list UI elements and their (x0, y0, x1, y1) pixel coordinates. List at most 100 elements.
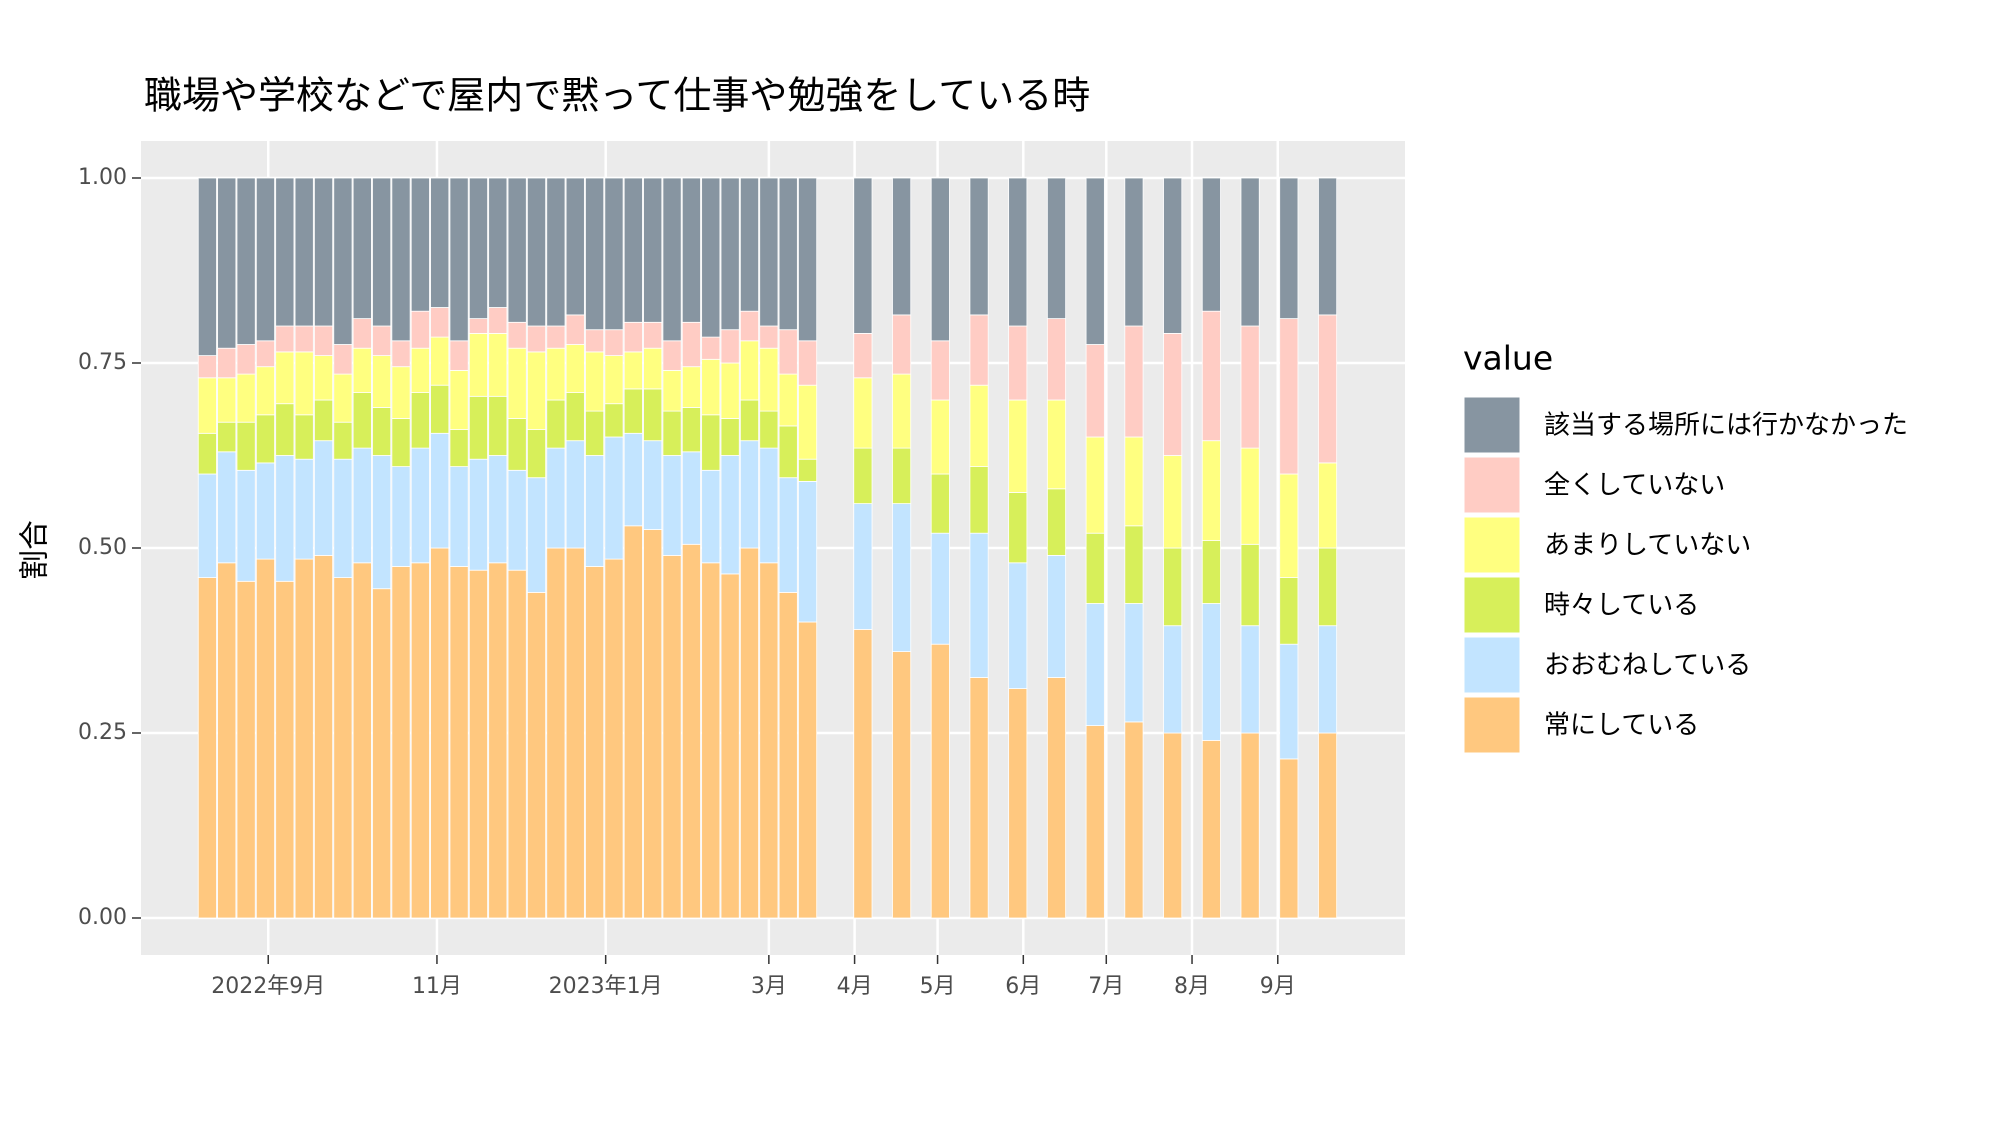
bar-segment (546, 177, 566, 327)
bar-segment (1124, 177, 1144, 327)
bar-segment (255, 340, 275, 368)
bar-segment (430, 307, 450, 338)
bar-segment (391, 418, 411, 467)
bar-segment (759, 447, 779, 564)
bar-segment (701, 336, 721, 360)
bar-segment (930, 177, 950, 342)
bar-segment (507, 177, 527, 323)
bar-segment (430, 384, 450, 434)
bar-segment (449, 566, 469, 919)
bar-segment (449, 369, 469, 430)
legend-label: おおむねしている (1544, 651, 1751, 681)
bar-segment (969, 314, 989, 386)
bar-segment (1085, 532, 1105, 604)
legend-label: 常にしている (1544, 711, 1699, 741)
bar-segment (372, 455, 392, 590)
bar-segment (1279, 577, 1299, 645)
bar-segment (410, 177, 430, 312)
bar-segment (585, 566, 605, 919)
bar-segment (662, 177, 682, 342)
bar-segment (294, 351, 314, 416)
bar-segment (1046, 555, 1067, 678)
bar-segment (681, 366, 701, 408)
bar-segment (468, 395, 488, 460)
bar-segment (294, 177, 314, 327)
bar-segment (1163, 332, 1183, 456)
bar-segment (1124, 603, 1144, 723)
legend-label: 該当する場所には行かなかった (1544, 411, 1908, 441)
bar-segment (488, 455, 508, 564)
bar-segment (507, 569, 527, 919)
x-tick-label: 7月 (1088, 974, 1124, 999)
bar-segment (778, 373, 798, 427)
bar-segment (449, 177, 469, 342)
bar-segment (643, 321, 663, 349)
x-tick-label: 11月 (412, 974, 462, 999)
bar-segment (507, 347, 527, 419)
bar-segment (1201, 177, 1221, 312)
bar-segment (1318, 547, 1338, 627)
bar-segment (197, 432, 217, 475)
bar-segment (969, 677, 989, 919)
y-axis-label: 割合 (18, 520, 53, 580)
bar-segment (778, 592, 798, 919)
bar-segment (1008, 492, 1028, 564)
bar-segment (853, 447, 873, 505)
bar-segment (681, 543, 701, 919)
bar-segment (720, 573, 740, 919)
bar-segment (372, 406, 392, 456)
x-tick-label: 8月 (1174, 974, 1210, 999)
bar-segment (197, 177, 217, 357)
bar-segment (294, 414, 314, 460)
bar-segment (217, 177, 237, 349)
bar-segment (236, 344, 256, 375)
bar-segment (969, 532, 989, 678)
bar-segment (1163, 455, 1183, 549)
bar-segment (662, 455, 682, 556)
bar-segment (930, 532, 950, 645)
bar-segment (798, 384, 818, 460)
bar-segment (488, 177, 508, 308)
bar-segment (546, 399, 566, 449)
bar-segment (294, 458, 314, 560)
bar-segment (739, 177, 760, 312)
bar-segment (1201, 603, 1221, 741)
bar-segment (468, 569, 488, 919)
bar-segment (1318, 732, 1338, 919)
bar-segment (333, 344, 353, 375)
bar-segment (352, 318, 372, 349)
bar-segment (410, 310, 430, 349)
x-tick-label: 9月 (1260, 974, 1296, 999)
bar-segment (565, 344, 585, 393)
bar-segment (739, 547, 760, 919)
bar-segment (372, 177, 392, 327)
bar-segment (507, 418, 527, 471)
bar-segment (930, 473, 950, 534)
bar-segment (759, 347, 779, 412)
bar-segment (930, 399, 950, 475)
bar-segment (759, 562, 779, 919)
bar-segment (314, 555, 334, 919)
bar-segment (488, 307, 508, 334)
bar-segment (739, 440, 760, 549)
bar-segment (526, 592, 547, 919)
bar-segment (662, 340, 682, 371)
bar-segment (759, 325, 779, 349)
bar-segment (217, 347, 237, 379)
bar-segment (565, 392, 585, 442)
bar-segment (1240, 625, 1260, 734)
x-tick-label: 2022年9月 (211, 974, 325, 999)
bar-segment (391, 366, 411, 419)
bar-segment (565, 440, 585, 549)
bar-segment (197, 355, 217, 379)
bar-segment (294, 325, 314, 353)
bar-segment (1124, 721, 1144, 919)
bar-segment (643, 177, 663, 323)
bar-segment (314, 440, 334, 556)
bar-segment (585, 329, 605, 353)
bar-segment (430, 336, 450, 386)
bar-segment (892, 651, 912, 919)
bar-segment (468, 458, 488, 571)
legend-key (1463, 516, 1521, 574)
bar-segment (255, 558, 275, 919)
